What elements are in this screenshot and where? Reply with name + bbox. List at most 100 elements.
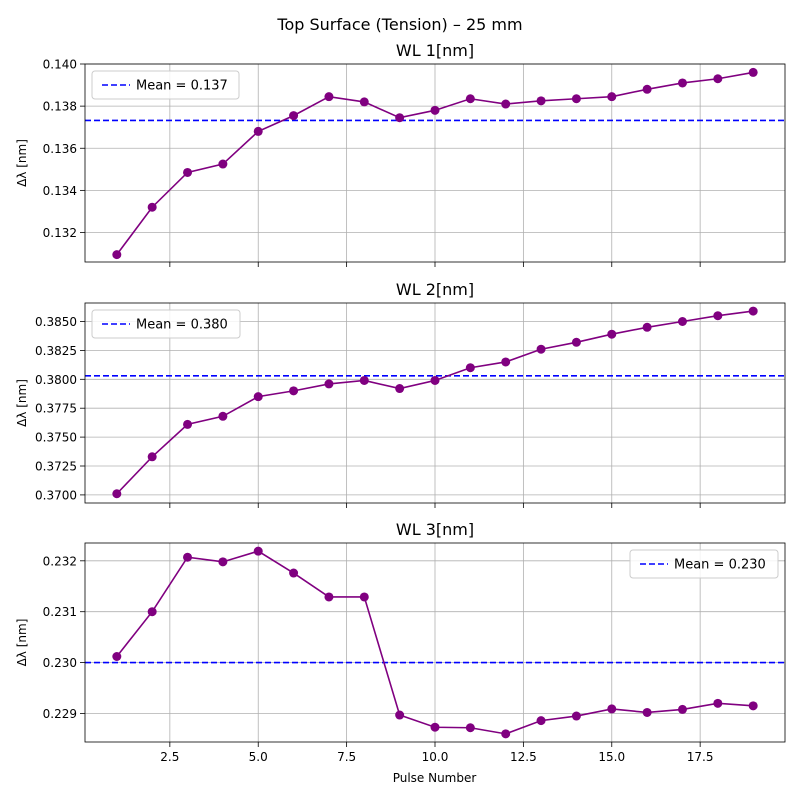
data-point bbox=[112, 651, 122, 661]
data-point bbox=[465, 723, 475, 733]
data-point bbox=[147, 607, 157, 617]
data-point bbox=[713, 698, 723, 708]
x-tick-label: 15.0 bbox=[598, 750, 625, 764]
y-tick-label: 0.134 bbox=[43, 184, 77, 198]
data-point bbox=[748, 306, 758, 316]
x-axis-label: Pulse Number bbox=[393, 771, 477, 785]
data-point bbox=[112, 489, 122, 499]
data-point bbox=[324, 379, 334, 389]
y-tick-label: 0.3800 bbox=[35, 373, 77, 387]
y-tick-label: 0.138 bbox=[43, 100, 77, 114]
y-tick-label: 0.3750 bbox=[35, 431, 77, 445]
y-tick-label: 0.3850 bbox=[35, 315, 77, 329]
x-tick-label: 10.0 bbox=[422, 750, 449, 764]
data-point bbox=[501, 729, 511, 739]
x-tick-label: 5.0 bbox=[249, 750, 268, 764]
data-point bbox=[289, 111, 299, 121]
subplot-title: WL 3[nm] bbox=[396, 520, 474, 539]
data-point bbox=[395, 710, 405, 720]
y-axis-label: Δλ [nm] bbox=[15, 379, 29, 427]
x-tick-label: 2.5 bbox=[160, 750, 179, 764]
y-tick-label: 0.3700 bbox=[35, 488, 77, 502]
data-point bbox=[147, 202, 157, 212]
data-point bbox=[112, 250, 122, 260]
y-tick-label: 0.136 bbox=[43, 142, 77, 156]
data-point bbox=[253, 392, 263, 402]
data-point bbox=[642, 84, 652, 94]
legend-label: Mean = 0.137 bbox=[136, 79, 228, 94]
data-point bbox=[395, 384, 405, 394]
y-tick-label: 0.3825 bbox=[35, 344, 77, 358]
data-point bbox=[536, 344, 546, 354]
subplot-wl3: 2.5 5.0 7.5 10.0 12.5 15.0 17.5 0.229 0.230 0.231… bbox=[15, 520, 786, 764]
data-point bbox=[571, 337, 581, 347]
y-axis-label: Δλ [nm] bbox=[15, 139, 29, 187]
legend-label: Mean = 0.230 bbox=[674, 558, 766, 573]
data-point bbox=[430, 722, 440, 732]
data-point bbox=[359, 97, 369, 107]
data-point bbox=[748, 67, 758, 77]
data-point bbox=[253, 126, 263, 136]
x-tick-label: 17.5 bbox=[687, 750, 714, 764]
subplot-title: WL 1[nm] bbox=[396, 41, 474, 60]
legend: Mean = 0.230 bbox=[629, 549, 779, 579]
data-point bbox=[324, 592, 334, 602]
axes-frame bbox=[84, 542, 786, 743]
data-point bbox=[713, 311, 723, 321]
y-tick-label: 0.232 bbox=[43, 554, 77, 568]
data-point bbox=[289, 386, 299, 396]
data-point bbox=[677, 316, 687, 326]
data-point bbox=[289, 568, 299, 578]
data-point bbox=[677, 704, 687, 714]
data-point bbox=[677, 78, 687, 88]
legend-label: Mean = 0.380 bbox=[136, 318, 228, 333]
data-point bbox=[713, 74, 723, 84]
y-tick-label: 0.229 bbox=[43, 707, 77, 721]
data-point bbox=[395, 113, 405, 123]
figure-suptitle: Top Surface (Tension) – 25 mm bbox=[276, 15, 522, 34]
data-point bbox=[536, 96, 546, 106]
data-point bbox=[218, 557, 228, 567]
data-point bbox=[183, 552, 193, 562]
subplot-wl2: 0.3700 0.3725 0.3750 0.3775 0.3800 0.3825 0.38… bbox=[15, 280, 786, 508]
data-point bbox=[183, 167, 193, 177]
data-point bbox=[253, 546, 263, 556]
data-point bbox=[571, 711, 581, 721]
data-point bbox=[607, 92, 617, 102]
y-tick-label: 0.140 bbox=[43, 58, 77, 72]
data-point bbox=[465, 94, 475, 104]
y-tick-label: 0.3775 bbox=[35, 402, 77, 416]
legend-box bbox=[629, 549, 779, 579]
data-point bbox=[147, 452, 157, 462]
data-point bbox=[465, 363, 475, 373]
data-point bbox=[218, 411, 228, 421]
data-point bbox=[536, 716, 546, 726]
axes-frame bbox=[84, 302, 786, 504]
data-point bbox=[501, 99, 511, 109]
y-tick-label: 0.132 bbox=[43, 226, 77, 240]
subplot-wl1: 0.132 0.134 0.136 0.138 0.140 WL 1[nm] Δλ [nm]… bbox=[15, 41, 786, 267]
data-point bbox=[607, 329, 617, 339]
y-axis-label: Δλ [nm] bbox=[15, 619, 29, 667]
data-point bbox=[642, 707, 652, 717]
data-point bbox=[324, 92, 334, 102]
legend-box bbox=[91, 309, 241, 339]
data-point bbox=[571, 94, 581, 104]
legend-box bbox=[91, 70, 240, 100]
data-point bbox=[359, 375, 369, 385]
data-point bbox=[183, 419, 193, 429]
legend: Mean = 0.380 bbox=[91, 309, 241, 339]
y-tick-label: 0.230 bbox=[43, 656, 77, 670]
data-point bbox=[430, 105, 440, 115]
data-point bbox=[359, 592, 369, 602]
data-point bbox=[501, 357, 511, 367]
subplots: 0.132 0.134 0.136 0.138 0.140 WL 1[nm] Δλ [nm]… bbox=[15, 41, 786, 764]
data-point bbox=[642, 322, 652, 332]
y-tick-label: 0.3725 bbox=[35, 460, 77, 474]
data-point bbox=[430, 375, 440, 385]
x-tick-label: 7.5 bbox=[337, 750, 356, 764]
subplot-title: WL 2[nm] bbox=[396, 280, 474, 299]
data-point bbox=[218, 159, 228, 169]
